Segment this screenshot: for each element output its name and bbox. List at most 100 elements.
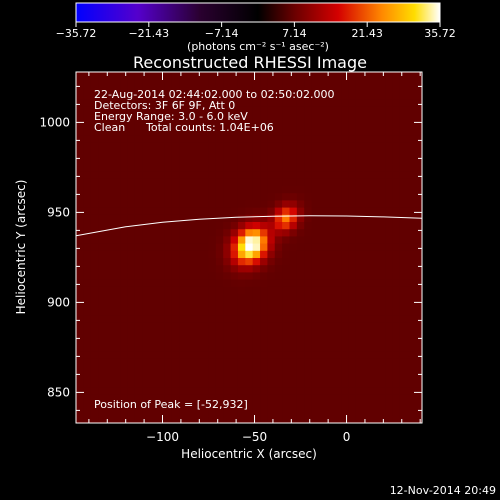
heatmap-cell	[90, 293, 99, 302]
heatmap-cell	[252, 257, 261, 266]
heatmap-cell	[252, 127, 261, 136]
heatmap-cell	[399, 343, 408, 352]
heatmap-cell	[237, 135, 246, 143]
heatmap-cell	[326, 72, 335, 78]
heatmap-cell	[333, 379, 342, 388]
heatmap-cell	[282, 365, 291, 374]
heatmap-cell	[142, 91, 151, 100]
heatmap-cell	[142, 387, 151, 395]
heatmap-cell	[289, 135, 298, 143]
heatmap-cell	[318, 178, 327, 186]
heatmap-cell	[341, 379, 349, 388]
heatmap-cell	[296, 279, 305, 287]
heatmap-cell	[355, 91, 364, 100]
heatmap-cell	[333, 207, 342, 215]
heatmap-cell	[223, 300, 232, 309]
heatmap-cell	[363, 84, 372, 93]
heatmap-cell	[414, 99, 422, 107]
heatmap-cell	[142, 408, 151, 417]
heatmap-cell	[208, 315, 217, 323]
heatmap-cell	[142, 185, 151, 194]
heatmap-cell	[76, 293, 84, 302]
heatmap-cell	[282, 135, 291, 143]
heatmap-cell	[341, 408, 349, 417]
heatmap-cell	[156, 401, 165, 410]
heatmap-cell	[201, 286, 210, 294]
heatmap-cell	[156, 372, 165, 381]
heatmap-cell	[385, 293, 394, 302]
heatmap-cell	[355, 72, 364, 78]
heatmap-cell	[341, 243, 349, 251]
heatmap-cell	[201, 401, 210, 410]
heatmap-cell	[90, 99, 99, 107]
heatmap-cell	[363, 351, 372, 359]
heatmap-cell	[326, 214, 335, 222]
heatmap-cell	[304, 271, 313, 280]
heatmap-cell	[134, 214, 143, 222]
heatmap-cell	[179, 207, 188, 215]
heatmap-cell	[215, 264, 224, 273]
heatmap-cell	[171, 243, 180, 251]
heatmap-cell	[296, 120, 305, 129]
heatmap-cell	[149, 365, 158, 374]
heatmap-cell	[267, 106, 276, 114]
heatmap-cell	[311, 264, 320, 273]
heatmap-cell	[105, 120, 114, 129]
heatmap-cell	[112, 408, 121, 417]
heatmap-cell	[201, 329, 210, 338]
heatmap-cell	[164, 142, 173, 150]
heatmap-cell	[76, 372, 84, 381]
heatmap-cell	[142, 279, 151, 287]
heatmap-cell	[267, 120, 276, 129]
heatmap-cell	[341, 343, 349, 352]
heatmap-cell	[142, 77, 151, 86]
heatmap-cell	[179, 315, 188, 323]
heatmap-cell	[363, 315, 372, 323]
heatmap-cell	[98, 135, 107, 143]
heatmap-cell	[311, 156, 320, 165]
heatmap-cell	[296, 135, 305, 143]
heatmap-cell	[179, 372, 188, 381]
heatmap-cell	[260, 171, 268, 179]
heatmap-cell	[134, 329, 143, 338]
heatmap-cell	[223, 178, 232, 186]
colorbar-tick-label: −7.14	[205, 27, 239, 40]
heatmap-cell	[341, 113, 349, 122]
heatmap-cell	[83, 351, 92, 359]
heatmap-cell	[193, 415, 202, 423]
heatmap-cell	[311, 336, 320, 345]
heatmap-cell	[201, 250, 210, 258]
heatmap-cell	[223, 415, 232, 423]
heatmap-cell	[193, 322, 202, 330]
heatmap-cell	[120, 106, 129, 114]
heatmap-cell	[105, 72, 114, 78]
heatmap-cell	[186, 185, 195, 194]
heatmap-cell	[208, 84, 217, 93]
heatmap-cell	[260, 228, 268, 237]
heatmap-cell	[348, 91, 357, 100]
heatmap-cell	[348, 221, 357, 230]
heatmap-cell	[164, 379, 173, 388]
heatmap-cell	[399, 286, 408, 294]
heatmap-cell	[392, 120, 401, 129]
heatmap-cell	[164, 171, 173, 179]
heatmap-cell	[274, 113, 283, 122]
heatmap-cell	[370, 142, 379, 150]
heatmap-cell	[296, 171, 305, 179]
heatmap-cell	[341, 365, 349, 374]
heatmap-cell	[98, 286, 107, 294]
heatmap-cell	[171, 149, 180, 158]
heatmap-cell	[326, 300, 335, 309]
heatmap-cell	[289, 372, 298, 381]
heatmap-cell	[98, 77, 107, 86]
heatmap-cell	[142, 264, 151, 273]
heatmap-cell	[186, 307, 195, 316]
heatmap-cell	[414, 77, 422, 86]
heatmap-cell	[171, 293, 180, 302]
heatmap-cell	[90, 315, 99, 323]
heatmap-cell	[156, 336, 165, 345]
heatmap-cell	[98, 207, 107, 215]
heatmap-cell	[83, 257, 92, 266]
heatmap-cell	[245, 250, 254, 258]
heatmap-cell	[223, 322, 232, 330]
